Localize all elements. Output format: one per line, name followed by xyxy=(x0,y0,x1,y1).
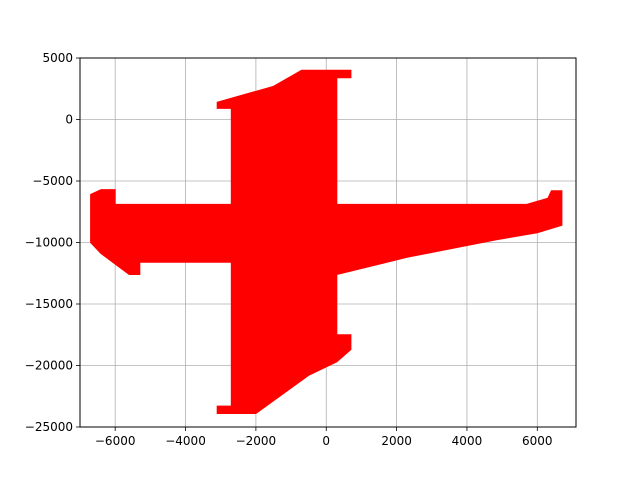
axis-ticks: −6000 −4000 −2000 0 2000 4000 600050000−5000−1… xyxy=(25,51,553,448)
y-tick-label: −20000 xyxy=(25,359,73,373)
y-tick-label: −25000 xyxy=(25,420,73,434)
y-tick-label: 5000 xyxy=(42,51,73,65)
x-tick-label: −2000 xyxy=(236,434,277,448)
y-tick-label: −15000 xyxy=(25,297,73,311)
y-tick-label: −10000 xyxy=(25,236,73,250)
filled-region-1 xyxy=(90,69,563,414)
x-tick-label: 2000 xyxy=(381,434,412,448)
x-tick-label: 4000 xyxy=(452,434,483,448)
y-tick-label: −5000 xyxy=(32,174,73,188)
plot-area xyxy=(90,69,563,414)
x-tick-label: −6000 xyxy=(95,434,136,448)
y-tick-label: 0 xyxy=(65,113,73,127)
x-tick-label: 6000 xyxy=(522,434,553,448)
x-tick-label: −4000 xyxy=(165,434,206,448)
x-tick-label: 0 xyxy=(322,434,330,448)
